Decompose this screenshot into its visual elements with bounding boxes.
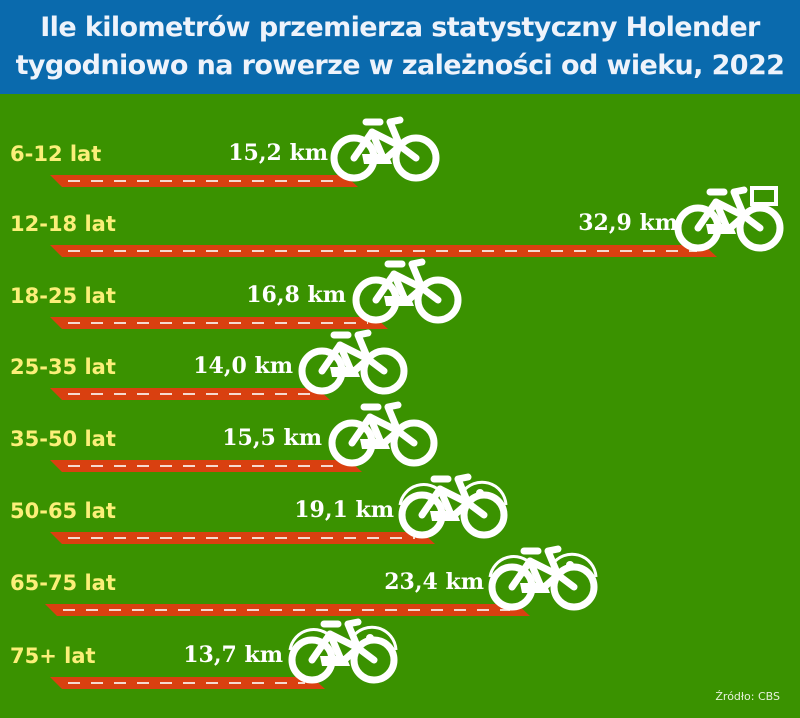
value-label: 19,1 km: [294, 497, 394, 523]
bar-row: 75+ lat 13,7 km: [0, 622, 800, 694]
bar-row: 50-65 lat 19,1 km: [0, 477, 800, 549]
road-dashed-line: [68, 682, 305, 684]
category-label: 65-75 lat: [10, 571, 116, 595]
road-bar: [45, 604, 530, 616]
category-label: 12-18 lat: [10, 212, 116, 236]
value-label: 32,9 km: [578, 210, 678, 236]
chart-header: Ile kilometrów przemierza statystyczny H…: [0, 0, 800, 94]
road-dashed-line: [68, 537, 415, 539]
category-label: 18-25 lat: [10, 284, 116, 308]
road-bar: [50, 677, 325, 689]
bicycle-icon: [296, 327, 408, 399]
road-dashed-line: [68, 393, 310, 395]
value-label: 13,7 km: [183, 642, 283, 668]
category-label: 6-12 lat: [10, 142, 102, 166]
value-label: 23,4 km: [384, 569, 484, 595]
category-label: 35-50 lat: [10, 427, 116, 451]
city-bicycle-icon: [396, 471, 508, 543]
road-bar: [50, 388, 330, 400]
bar-row: 35-50 lat 15,5 km: [0, 405, 800, 477]
road-bar: [50, 245, 717, 257]
chart-title-line-1: Ile kilometrów przemierza statystyczny H…: [40, 12, 760, 43]
road-bar: [50, 532, 435, 544]
category-label: 25-35 lat: [10, 355, 116, 379]
value-label: 15,2 km: [228, 140, 328, 166]
value-label: 16,8 km: [246, 282, 346, 308]
bicycle-with-basket-icon: [672, 184, 784, 256]
bicycle-icon: [350, 256, 462, 328]
city-bicycle-icon: [286, 616, 398, 688]
road-bar: [50, 460, 362, 472]
road-bar: [50, 317, 388, 329]
bar-row: 12-18 lat 32,9 km: [0, 190, 800, 262]
city-bicycle-icon: [486, 543, 598, 615]
bicycle-icon: [328, 114, 440, 186]
bicycle-icon: [326, 399, 438, 471]
road-dashed-line: [68, 180, 338, 182]
road-dashed-line: [68, 250, 697, 252]
road-dashed-line: [63, 609, 510, 611]
value-label: 15,5 km: [222, 425, 322, 451]
source-note: Źródło: CBS: [715, 690, 780, 703]
road-dashed-line: [68, 322, 368, 324]
value-label: 14,0 km: [193, 353, 293, 379]
bar-row: 6-12 lat 15,2 km: [0, 120, 800, 192]
category-label: 75+ lat: [10, 644, 96, 668]
bar-row: 18-25 lat 16,8 km: [0, 262, 800, 334]
road-bar: [50, 175, 358, 187]
road-dashed-line: [68, 465, 342, 467]
bar-row: 25-35 lat 14,0 km: [0, 333, 800, 405]
chart-title-line-2: tygodniowo na rowerze w zależności od wi…: [15, 50, 785, 81]
bar-row: 65-75 lat 23,4 km: [0, 549, 800, 621]
category-label: 50-65 lat: [10, 499, 116, 523]
